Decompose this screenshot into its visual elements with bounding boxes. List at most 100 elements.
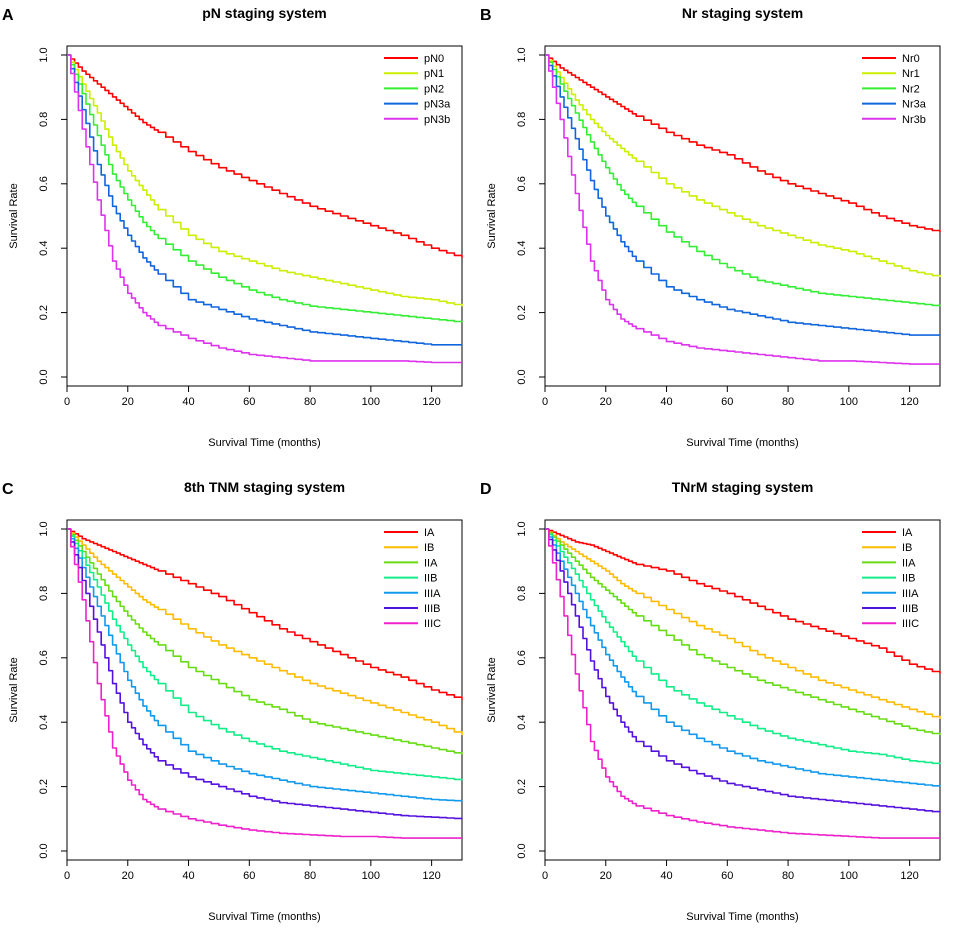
- legend-label-nr0: Nr0: [902, 53, 920, 65]
- series-line-nr3b: [545, 54, 940, 365]
- series-line-iib: [67, 528, 463, 781]
- series-line-ia: [67, 528, 463, 700]
- x-tick-label: 40: [660, 396, 672, 408]
- y-axis-label: Survival Rate: [8, 657, 20, 722]
- km-chart-b: B Nr staging system 0 20 40 60 80 100 120 0.0 0.2 0…: [480, 5, 941, 449]
- legend-label-iiia: IIIA: [424, 588, 441, 600]
- y-tick-label: 0.2: [516, 779, 528, 794]
- x-axis-label: Survival Time (months): [686, 911, 798, 923]
- series-line-pn3b: [67, 54, 462, 364]
- legend-label-pn3a: pN3a: [424, 99, 451, 111]
- panel-c: C 8th TNM staging system 0 20 40 60 80 100 120 0.…: [0, 474, 478, 947]
- x-tick-label: 100: [840, 870, 858, 882]
- legend-label-pn1: pN1: [424, 68, 444, 80]
- km-chart-d: D TNrM staging system 0 20 40 60 80 100 120 0.0 0.…: [480, 479, 941, 923]
- x-tick-label: 0: [64, 870, 70, 882]
- y-tick-label: 0.4: [516, 715, 528, 730]
- x-axis-label: Survival Time (months): [208, 437, 320, 449]
- y-tick-label: 0.6: [38, 650, 50, 665]
- x-tick-label: 0: [64, 396, 70, 408]
- x-tick-label: 0: [542, 396, 548, 408]
- legend-label-iia: IIA: [424, 557, 438, 569]
- chart-title: 8th TNM staging system: [184, 479, 345, 495]
- series-line-iiia: [545, 528, 941, 787]
- series-line-iib: [545, 528, 941, 765]
- panel-letter: D: [480, 481, 492, 498]
- x-tick-label: 40: [182, 870, 194, 882]
- legend-label-iia: IIA: [902, 557, 916, 569]
- series-line-pn2: [67, 54, 463, 323]
- legend-label-ib: IB: [424, 542, 434, 554]
- legend-label-nr2: Nr2: [902, 83, 920, 95]
- series-line-nr0: [545, 54, 941, 233]
- series-line-ia: [545, 528, 941, 674]
- y-tick-label: 1.0: [516, 521, 528, 536]
- x-tick-label: 100: [362, 870, 380, 882]
- x-tick-label: 100: [840, 396, 858, 408]
- y-tick-label: 0.0: [516, 843, 528, 858]
- plot-frame: [544, 45, 941, 387]
- panel-letter: A: [2, 7, 14, 24]
- x-axis-label: Survival Time (months): [208, 911, 320, 923]
- x-tick-label: 60: [243, 396, 255, 408]
- y-tick-label: 0.6: [516, 176, 528, 191]
- y-tick-label: 0.4: [38, 715, 50, 730]
- y-tick-label: 0.8: [38, 112, 50, 127]
- chart-title: pN staging system: [202, 5, 326, 21]
- legend-label-iiib: IIIB: [902, 603, 919, 615]
- plot-frame: [66, 519, 463, 861]
- series-line-pn1: [67, 54, 463, 307]
- legend-label-iib: IIB: [424, 573, 437, 585]
- x-tick-label: 60: [721, 396, 733, 408]
- y-axis-label: Survival Rate: [486, 657, 498, 722]
- panel-b: B Nr staging system 0 20 40 60 80 100 120 0.0 0.2 0…: [478, 0, 956, 473]
- legend-label-iiia: IIIA: [902, 588, 919, 600]
- x-tick-label: 120: [900, 396, 918, 408]
- y-axis-label: Survival Rate: [486, 183, 498, 248]
- y-tick-label: 0.8: [516, 112, 528, 127]
- y-tick-label: 0.0: [38, 843, 50, 858]
- x-tick-label: 20: [122, 870, 134, 882]
- legend-label-iiic: IIIC: [902, 618, 919, 630]
- x-tick-label: 20: [600, 396, 612, 408]
- x-tick-label: 20: [122, 396, 134, 408]
- y-tick-label: 0.2: [516, 305, 528, 320]
- x-tick-label: 80: [782, 396, 794, 408]
- legend-label-nr3b: Nr3b: [902, 114, 926, 126]
- y-tick-label: 0.4: [516, 241, 528, 256]
- x-tick-label: 80: [304, 870, 316, 882]
- legend-label-ia: IA: [902, 527, 913, 539]
- series-line-iiic: [545, 528, 940, 839]
- series-line-pn0: [67, 54, 463, 258]
- x-tick-label: 120: [422, 396, 440, 408]
- x-tick-label: 40: [182, 396, 194, 408]
- series-line-nr2: [545, 54, 941, 307]
- y-tick-label: 0.2: [38, 305, 50, 320]
- x-tick-label: 100: [362, 396, 380, 408]
- legend-label-nr1: Nr1: [902, 68, 920, 80]
- y-tick-label: 1.0: [516, 47, 528, 62]
- legend-label-ia: IA: [424, 527, 435, 539]
- plot-frame: [66, 45, 463, 387]
- x-tick-label: 60: [721, 870, 733, 882]
- panel-d: D TNrM staging system 0 20 40 60 80 100 120 0.0 0.…: [478, 474, 956, 947]
- legend-label-iib: IIB: [902, 573, 915, 585]
- x-axis-label: Survival Time (months): [686, 437, 798, 449]
- series-line-nr3a: [545, 54, 940, 336]
- x-tick-label: 60: [243, 870, 255, 882]
- y-tick-label: 0.6: [516, 650, 528, 665]
- series-line-iiib: [67, 528, 463, 820]
- y-tick-label: 0.0: [38, 369, 50, 384]
- x-tick-label: 0: [542, 870, 548, 882]
- y-tick-label: 0.0: [516, 369, 528, 384]
- km-chart-c: C 8th TNM staging system 0 20 40 60 80 100 120 0.…: [2, 479, 463, 923]
- legend-label-nr3a: Nr3a: [902, 99, 927, 111]
- legend-label-iiic: IIIC: [424, 618, 441, 630]
- panel-letter: C: [2, 481, 14, 498]
- y-tick-label: 1.0: [38, 47, 50, 62]
- legend-label-iiib: IIIB: [424, 603, 441, 615]
- y-tick-label: 0.6: [38, 176, 50, 191]
- x-tick-label: 120: [900, 870, 918, 882]
